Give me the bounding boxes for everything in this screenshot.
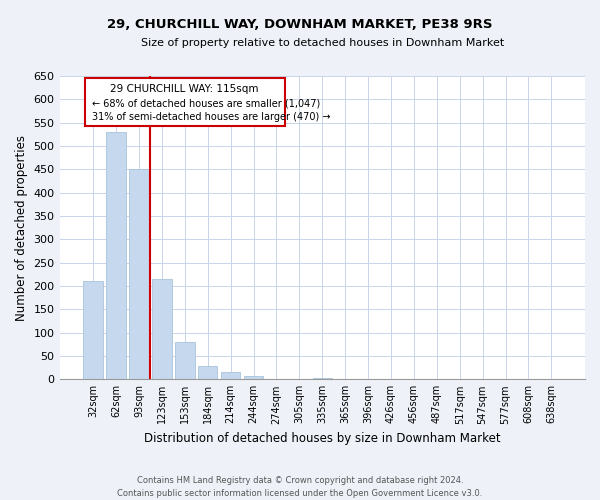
Y-axis label: Number of detached properties: Number of detached properties — [15, 134, 28, 320]
Title: Size of property relative to detached houses in Downham Market: Size of property relative to detached ho… — [140, 38, 504, 48]
Text: 29, CHURCHILL WAY, DOWNHAM MARKET, PE38 9RS: 29, CHURCHILL WAY, DOWNHAM MARKET, PE38 … — [107, 18, 493, 30]
Text: 31% of semi-detached houses are larger (470) →: 31% of semi-detached houses are larger (… — [92, 112, 331, 122]
Bar — [106, 132, 126, 380]
Bar — [129, 170, 149, 380]
Text: 29 CHURCHILL WAY: 115sqm: 29 CHURCHILL WAY: 115sqm — [110, 84, 259, 94]
Bar — [221, 372, 241, 380]
Text: Contains HM Land Registry data © Crown copyright and database right 2024.
Contai: Contains HM Land Registry data © Crown c… — [118, 476, 482, 498]
FancyBboxPatch shape — [85, 78, 285, 126]
Bar — [244, 376, 263, 380]
Bar — [83, 282, 103, 380]
Bar — [152, 279, 172, 380]
Text: ← 68% of detached houses are smaller (1,047): ← 68% of detached houses are smaller (1,… — [92, 98, 320, 108]
Bar — [198, 366, 217, 380]
X-axis label: Distribution of detached houses by size in Downham Market: Distribution of detached houses by size … — [144, 432, 500, 445]
Bar — [313, 378, 332, 380]
Bar — [175, 342, 194, 380]
